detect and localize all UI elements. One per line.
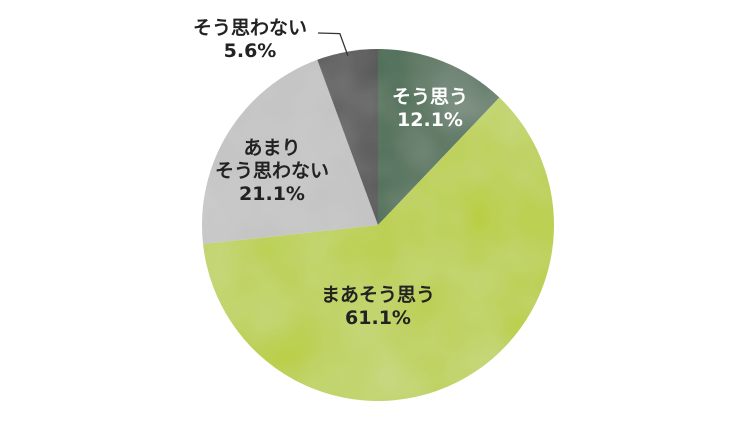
pie-slice-1 [378,49,500,225]
pie-slice-3 [202,59,378,245]
pie-slice-4 [317,49,378,225]
slice-category-3: あまり [243,137,300,159]
slice-category-3: そう思わない [215,160,329,182]
slice-category-2: まあそう思う [321,284,435,306]
slice-value-1: 12.1% [397,109,463,131]
slice-label-2: まあそう思う 61.1% [321,284,435,329]
pie-slice-2 [203,97,554,402]
slice-category-1: そう思う [392,86,468,108]
slice-category-4: そう思わない [193,17,307,39]
slice-value-2: 61.1% [345,307,411,329]
leader-line [317,32,349,56]
slice-label-1: そう思う 12.1% [392,86,468,131]
slice-value-4: 5.6% [224,40,277,62]
slice-value-3: 21.1% [239,183,305,205]
slice-label-3: あまりそう思わない 21.1% [215,137,329,205]
slice-label-4: そう思わない 5.6% [193,17,307,62]
